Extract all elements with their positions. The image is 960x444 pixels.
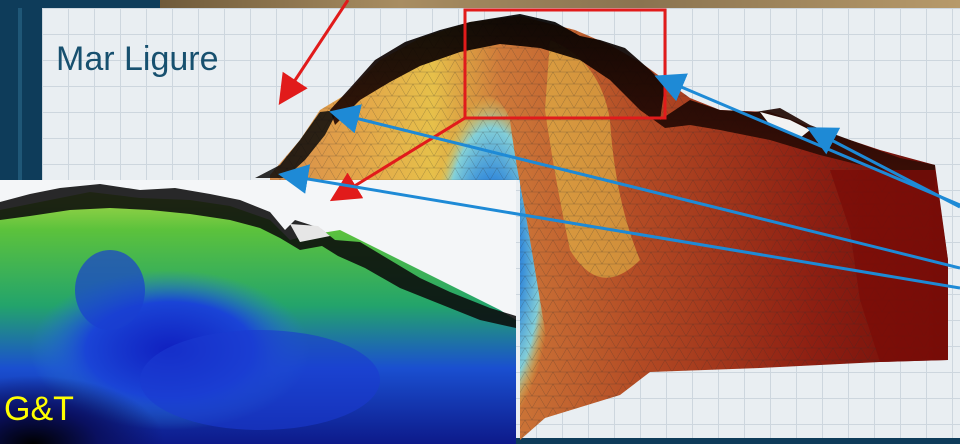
slide-top-band — [0, 0, 160, 8]
inset-tag-label: G&T — [4, 390, 74, 428]
top-photo-strip — [160, 0, 960, 10]
inset-field — [0, 184, 516, 444]
slide-bottom-band — [516, 438, 960, 444]
sea-name-label: Mar Ligure — [56, 40, 219, 78]
coastline — [330, 14, 935, 190]
inset-coastline — [0, 184, 516, 328]
coast-left — [255, 110, 338, 178]
inset-zoom-map: G&T — [0, 180, 516, 444]
slide-left-accent — [18, 0, 22, 180]
